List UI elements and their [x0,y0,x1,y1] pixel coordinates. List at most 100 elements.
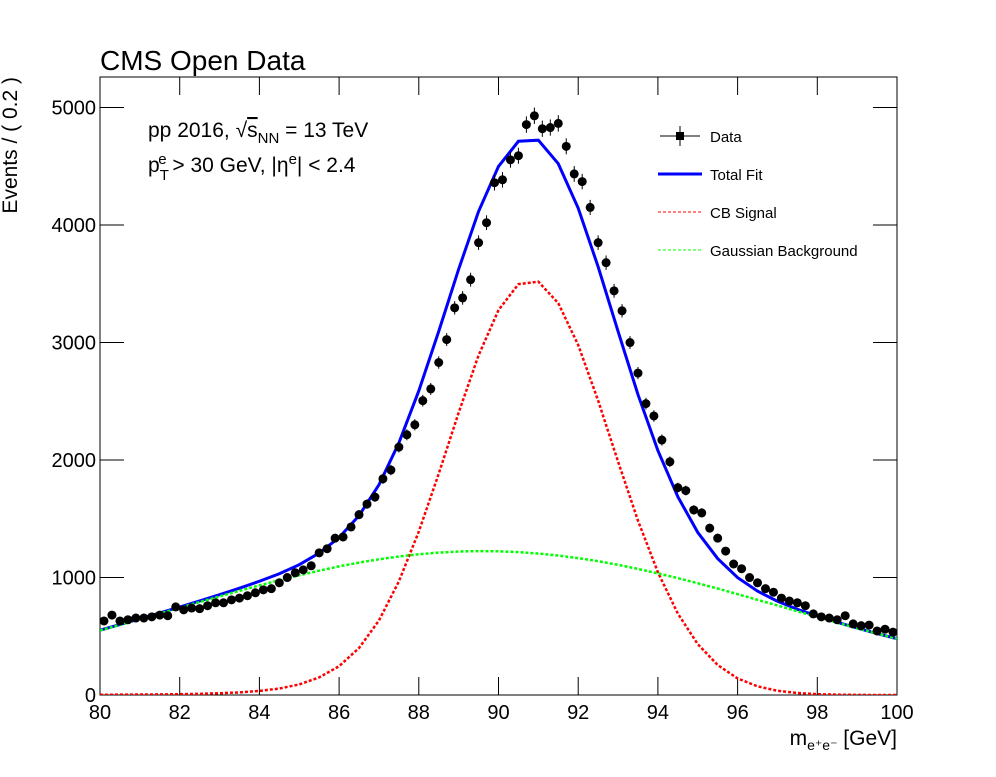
data-point [131,613,141,623]
annotation: pp 2016, √sNN = 13 TeV [148,119,368,147]
data-point [490,178,500,188]
data-point [290,568,300,578]
data-point [123,615,133,625]
data-point [298,565,308,575]
x-label-text: m [790,727,808,750]
data-point [665,457,675,467]
annotation-text: > 30 GeV, |η [167,154,289,177]
x-tick-label: 82 [169,702,191,724]
x-tick-label: 96 [726,702,748,724]
data-point [338,532,348,542]
data-point [474,238,484,248]
chart-title: CMS Open Data [100,45,306,76]
data-point [609,286,619,296]
data-point [394,442,404,452]
annotation-text: e [158,151,166,168]
data-point [872,626,882,636]
data-point [649,411,659,421]
data-point [505,155,515,165]
data-point [633,368,643,378]
x-tick-label: 98 [806,702,828,724]
data-point [745,573,755,583]
data-point [322,544,332,554]
data-point [458,293,468,303]
data-point [657,435,667,445]
data-point [354,510,364,520]
data-point [434,358,444,368]
x-label-text: e⁺e⁻ [807,737,837,753]
data-point [234,593,244,603]
data-point [99,616,109,626]
data-point [378,474,388,484]
data-point [314,548,324,558]
data-point [840,611,850,621]
data-point [211,598,221,608]
data-point [808,609,818,619]
data-point [219,598,229,608]
y-tick-label: 3000 [52,333,97,355]
data-point [848,619,858,629]
y-tick-label: 5000 [52,98,97,120]
data-point [330,533,340,543]
data-point [282,573,292,583]
data-point [107,610,117,620]
data-point [545,123,555,133]
data-point [187,603,197,613]
x-tick-label: 92 [567,702,589,724]
data-point [824,613,834,623]
data-point [497,175,507,185]
data-point [521,120,531,130]
data-point [569,169,579,179]
legend-label: Data [710,129,742,146]
y-tick-label: 2000 [52,450,97,472]
data-point [689,505,699,515]
data-point [402,430,412,440]
data-point [426,384,436,394]
fit-curve [100,280,897,695]
annotation-text: pp 2016, [148,119,236,142]
x-tick-label: 88 [408,702,430,724]
data-point [832,615,842,625]
data-point [864,620,874,630]
annotation-text: √ [236,119,248,142]
x-tick-label: 86 [328,702,350,724]
data-point [171,602,181,612]
data-point [155,610,165,620]
annotation-text: T [160,167,169,184]
data-point [513,151,523,161]
data-point [617,306,627,316]
data-point [274,578,284,588]
annotation-text: | < 2.4 [297,154,356,177]
data-point [760,584,770,594]
data-point [258,585,268,595]
legend-label: Gaussian Background [710,243,858,260]
data-point [641,399,651,409]
data-point [593,238,603,248]
data-point [346,522,356,532]
x-label-text: [GeV] [837,727,897,750]
data-point [410,420,420,430]
data-point [561,141,571,151]
data-point [163,611,173,621]
x-tick-label: 100 [880,702,913,724]
data-point [697,508,707,518]
data-point [625,338,635,348]
data-point [776,593,786,603]
data-point [179,605,189,615]
data-point [242,591,252,601]
data-point [139,613,149,623]
data-point [266,584,276,594]
data-point [147,612,157,622]
data-point [537,124,547,134]
annotation: pTe > 30 GeV, |ηe| < 2.4 [148,151,356,184]
data-point [768,587,778,597]
annotation-text: p [148,154,160,177]
data-point [529,111,539,121]
data-point [577,177,587,187]
data-point [362,499,372,509]
legend-label: CB Signal [710,205,777,222]
data-point [227,595,237,605]
annotation-text: s [247,119,258,142]
data-point [585,202,595,212]
